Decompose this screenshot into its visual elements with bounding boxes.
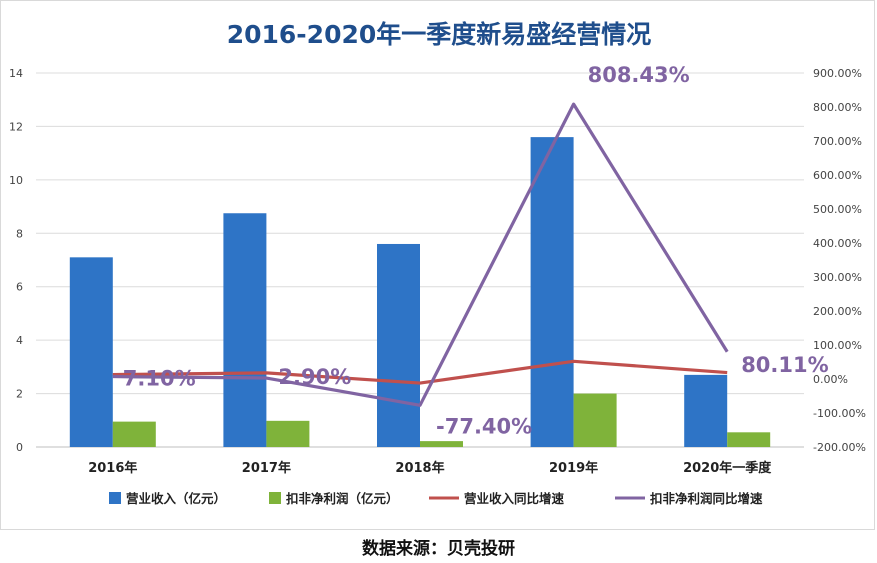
bar bbox=[684, 374, 728, 447]
bar bbox=[530, 137, 574, 447]
y-right-tick-label: 700.00% bbox=[813, 135, 862, 148]
chart: 2016-2020年一季度新易盛经营情况 0 2 4 6 8 10 12 14 -200.00% -… bbox=[9, 20, 866, 506]
x-tick-label: 2017年 bbox=[242, 460, 291, 476]
legend-label: 营业收入（亿元） bbox=[126, 491, 226, 506]
y-right-tick-label: -200.00% bbox=[813, 441, 866, 454]
legend-label: 营业收入同比增速 bbox=[464, 491, 565, 506]
y-right-tick-label: 300.00% bbox=[813, 271, 862, 284]
y-right-tick-label: -100.00% bbox=[813, 407, 866, 420]
chart-frame: 2016-2020年一季度新易盛经营情况 0 2 4 6 8 10 12 14 -200.00% -… bbox=[0, 0, 875, 530]
y-right-tick-label: 0.00% bbox=[813, 373, 848, 386]
y-right-tick-label: 600.00% bbox=[813, 169, 862, 182]
x-tick-label: 2018年 bbox=[395, 460, 444, 476]
x-tick-label: 2020年一季度 bbox=[683, 460, 772, 476]
y-right-tick-label: 200.00% bbox=[813, 305, 862, 318]
data-label: 808.43% bbox=[588, 63, 690, 87]
bar bbox=[727, 432, 771, 447]
legend-label: 扣非净利润同比增速 bbox=[650, 491, 763, 506]
y-left-tick-label: 2 bbox=[16, 388, 23, 401]
y-left-tick-label: 14 bbox=[9, 67, 23, 80]
legend-swatch bbox=[109, 492, 121, 504]
y-right-tick-label: 900.00% bbox=[813, 67, 862, 80]
bar bbox=[573, 393, 617, 447]
y-left-tick-label: 12 bbox=[9, 120, 23, 133]
bar bbox=[112, 421, 156, 447]
bar bbox=[266, 420, 310, 447]
bar bbox=[223, 213, 267, 447]
data-label: 7.10% bbox=[123, 367, 196, 391]
data-label: 80.11% bbox=[741, 353, 828, 377]
x-tick-label: 2016年 bbox=[88, 460, 137, 476]
bar bbox=[420, 441, 463, 447]
series-line bbox=[112, 102, 729, 407]
y-right-tick-label: 400.00% bbox=[813, 237, 862, 250]
source-note: 数据来源：贝壳投研 bbox=[362, 539, 515, 559]
bar bbox=[377, 243, 420, 447]
legend-swatch bbox=[269, 492, 281, 504]
y-left-tick-label: 6 bbox=[16, 281, 23, 294]
data-label: 2.90% bbox=[278, 365, 351, 389]
y-right-tick-label: 100.00% bbox=[813, 339, 862, 352]
bar bbox=[69, 257, 113, 447]
series-line bbox=[112, 359, 728, 385]
x-tick-label: 2019年 bbox=[549, 460, 598, 476]
y-right-tick-label: 500.00% bbox=[813, 203, 862, 216]
y-left-tick-label: 8 bbox=[16, 227, 23, 240]
y-left-tick-label: 4 bbox=[16, 334, 23, 347]
legend-label: 扣非净利润（亿元） bbox=[286, 491, 399, 506]
y-left-tick-label: 10 bbox=[9, 174, 23, 187]
y-right-tick-label: 800.00% bbox=[813, 101, 862, 114]
chart-title: 2016-2020年一季度新易盛经营情况 bbox=[227, 20, 652, 49]
data-label: -77.40% bbox=[436, 414, 532, 438]
y-left-tick-label: 0 bbox=[16, 441, 23, 454]
